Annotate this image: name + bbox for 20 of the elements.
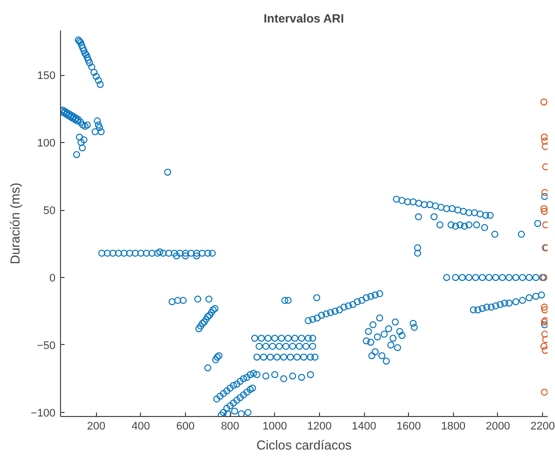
x-tick-label: 200 [87, 420, 106, 432]
x-tick-label: 800 [220, 420, 240, 432]
x-tick-label: 1400 [352, 420, 376, 432]
x-tick-label: 1200 [307, 420, 332, 432]
y-tick-label: 100 [37, 138, 56, 150]
x-tick-label: 1000 [262, 420, 288, 432]
x-tick-label: 1600 [396, 420, 421, 432]
chart-title: Intervalos ARI [264, 12, 344, 26]
y-tick-label: 150 [37, 70, 56, 82]
x-tick-label: 600 [176, 420, 195, 432]
y-axis-title: Duración (ms) [8, 182, 23, 264]
x-tick-label: 2000 [486, 420, 510, 432]
x-tick-label: 1800 [441, 420, 466, 432]
x-axis-title: Ciclos cardíacos [256, 438, 352, 452]
x-tick-label: 2200 [530, 420, 555, 432]
y-tick-label: 50 [43, 205, 56, 218]
y-tick-label: 0 [49, 272, 56, 284]
y-tick-label: −100 [30, 407, 56, 420]
x-tick-label: 400 [132, 420, 150, 432]
y-tick-label: −50 [36, 340, 56, 352]
